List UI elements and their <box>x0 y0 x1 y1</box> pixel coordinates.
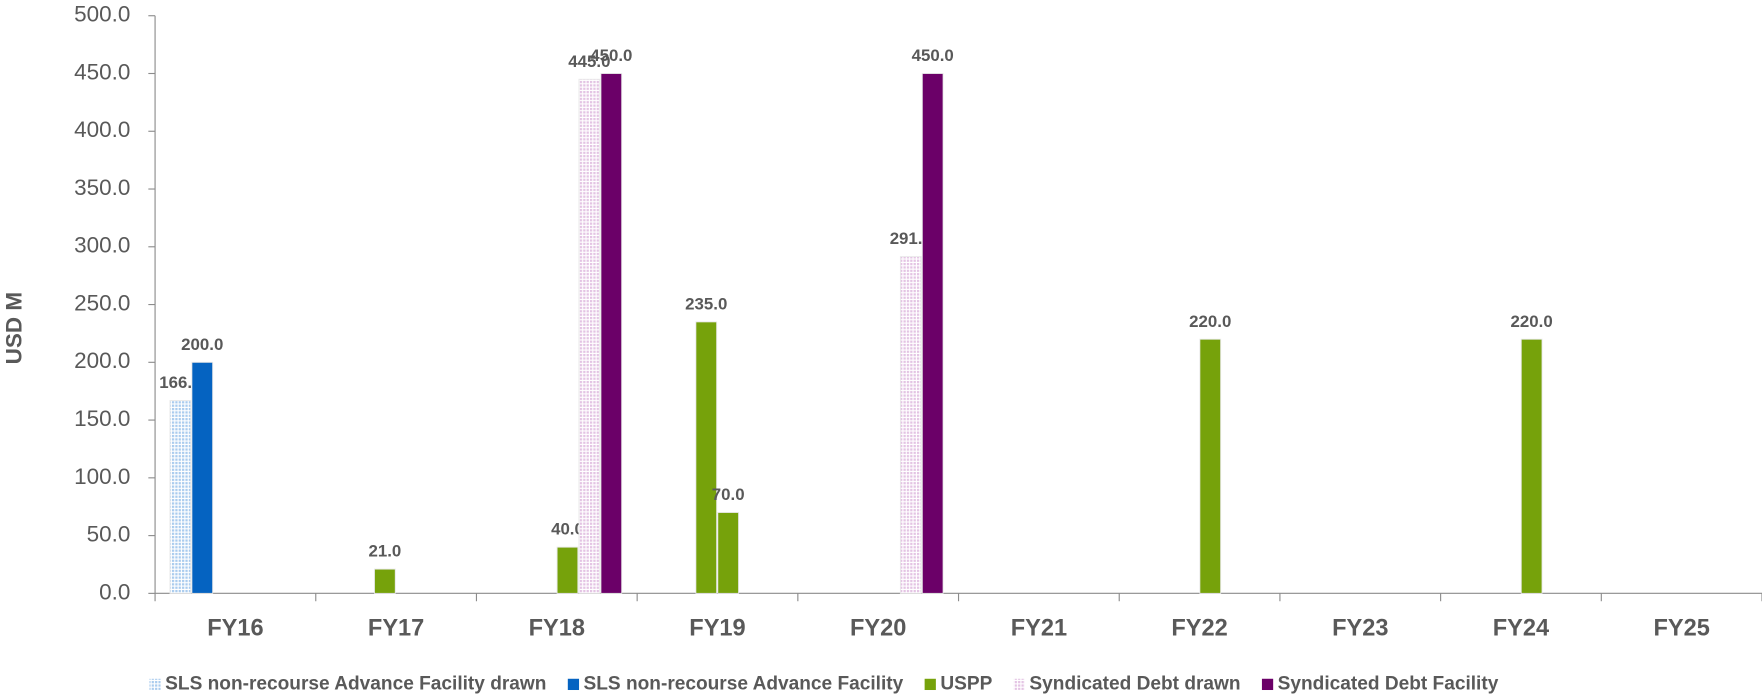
data-label: 220.0 <box>1189 312 1231 331</box>
bar <box>556 546 579 594</box>
data-label: 200.0 <box>181 335 223 354</box>
bar <box>899 256 922 594</box>
data-label: 450.0 <box>912 46 954 65</box>
legend-swatch <box>1261 678 1274 691</box>
data-label: 450.0 <box>590 46 632 65</box>
data-label: 21.0 <box>368 542 401 561</box>
legend-swatch <box>567 678 580 691</box>
legend-swatch <box>149 678 161 691</box>
legend-swatch <box>1013 678 1025 691</box>
y-tick-label: 300.0 <box>74 233 130 258</box>
x-tick-label: FY20 <box>850 615 906 641</box>
x-tick-label: FY16 <box>207 615 263 641</box>
y-tick-label: 0.0 <box>99 579 130 604</box>
y-tick-label: 450.0 <box>74 59 130 84</box>
y-tick-label: 400.0 <box>74 117 130 142</box>
data-label: 220.0 <box>1511 312 1553 331</box>
legend-label: USPP <box>940 673 992 694</box>
data-label: 445.0 <box>568 52 610 71</box>
y-tick-label: 350.0 <box>74 175 130 200</box>
y-axis-title: USD M <box>2 292 27 364</box>
y-tick-label: 50.0 <box>87 522 131 547</box>
legend-swatch <box>924 678 936 691</box>
data-label: 235.0 <box>685 294 727 313</box>
bar <box>191 361 214 594</box>
data-label: 291.5 <box>890 229 932 248</box>
y-tick-label: 100.0 <box>74 464 130 489</box>
y-tick-label: 200.0 <box>74 348 130 373</box>
data-label: 40.0 <box>551 520 584 539</box>
legend-label: Syndicated Debt drawn <box>1029 673 1240 694</box>
y-tick-label: 150.0 <box>74 406 130 431</box>
bar <box>717 512 740 594</box>
x-tick-label: FY25 <box>1653 615 1709 641</box>
x-tick-label: FY24 <box>1493 615 1549 641</box>
x-tick-label: FY18 <box>529 615 585 641</box>
legend-label: Syndicated Debt Facility <box>1278 673 1499 694</box>
bar <box>374 568 396 594</box>
x-tick-label: FY19 <box>689 615 745 641</box>
bar <box>169 400 192 594</box>
x-tick-label: FY21 <box>1011 615 1067 641</box>
data-label: 166.9 <box>159 373 201 392</box>
y-tick-label: 500.0 <box>74 2 130 27</box>
bar <box>695 321 718 594</box>
bar <box>1520 338 1543 594</box>
x-tick-label: FY23 <box>1332 615 1388 641</box>
bar <box>921 73 944 594</box>
y-tick-label: 250.0 <box>74 290 130 315</box>
x-tick-label: FY22 <box>1171 615 1227 641</box>
legend-label: SLS non-recourse Advance Facility <box>584 673 904 694</box>
x-tick-label: FY17 <box>368 615 424 641</box>
bar <box>600 73 623 594</box>
data-label: 70.0 <box>712 485 745 504</box>
bar <box>578 78 601 594</box>
legend-label: SLS non-recourse Advance Facility drawn <box>165 673 546 694</box>
bar <box>1199 338 1222 594</box>
